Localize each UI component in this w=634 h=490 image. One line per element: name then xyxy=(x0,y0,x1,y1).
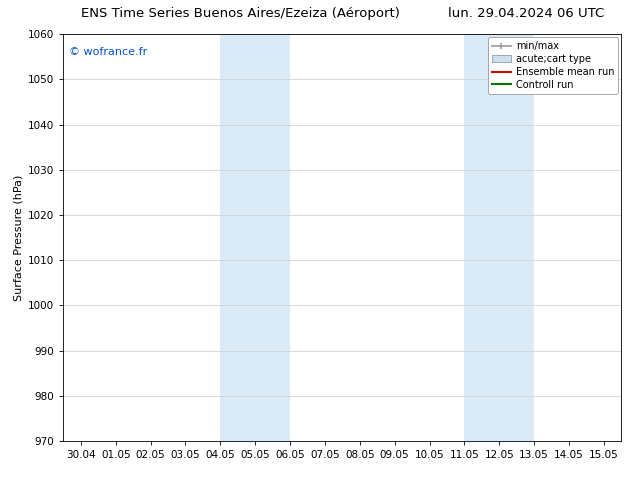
Bar xyxy=(221,34,290,441)
Text: lun. 29.04.2024 06 UTC: lun. 29.04.2024 06 UTC xyxy=(448,7,604,21)
Text: © wofrance.fr: © wofrance.fr xyxy=(69,47,147,56)
Text: ENS Time Series Buenos Aires/Ezeiza (Aéroport): ENS Time Series Buenos Aires/Ezeiza (Aér… xyxy=(82,7,400,21)
Y-axis label: Surface Pressure (hPa): Surface Pressure (hPa) xyxy=(14,174,24,301)
Legend: min/max, acute;cart type, Ensemble mean run, Controll run: min/max, acute;cart type, Ensemble mean … xyxy=(488,37,618,94)
Bar xyxy=(464,34,534,441)
